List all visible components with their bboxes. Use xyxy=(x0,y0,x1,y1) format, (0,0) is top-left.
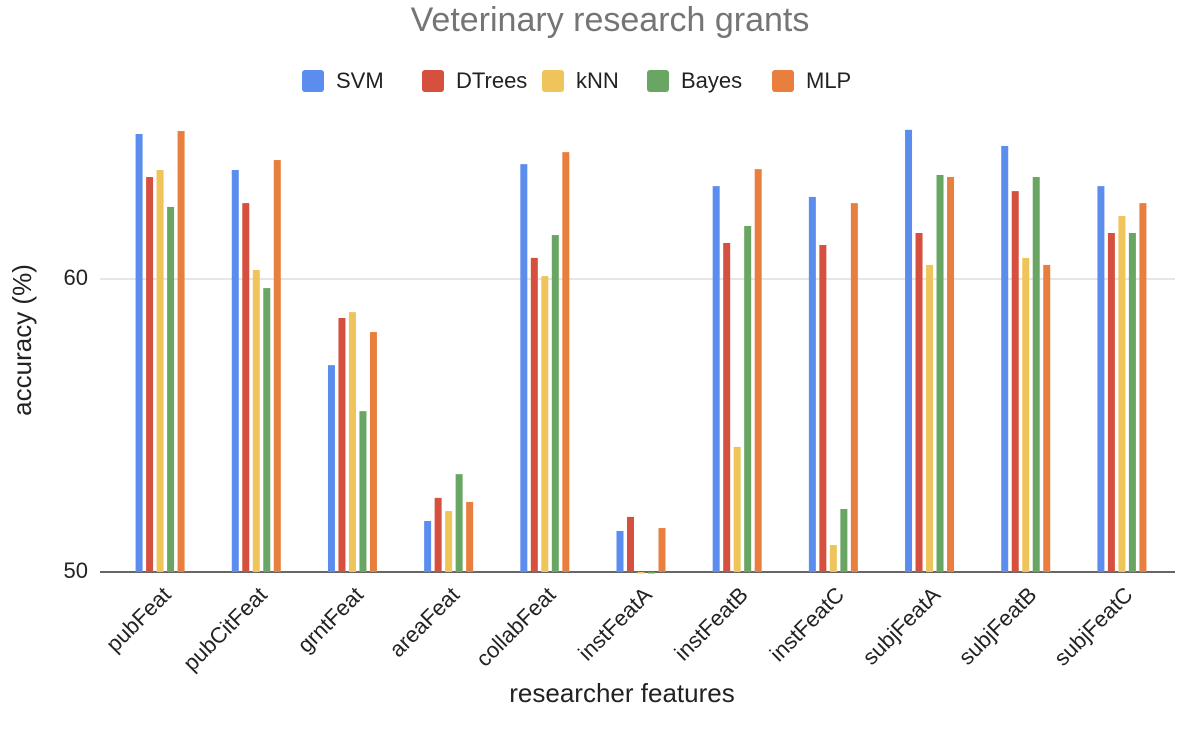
bar xyxy=(637,572,645,574)
bar xyxy=(712,186,720,572)
bar xyxy=(808,196,816,572)
bar xyxy=(167,206,175,572)
bar xyxy=(723,242,731,572)
x-tick-label: areaFeat xyxy=(384,582,464,662)
bar xyxy=(658,528,666,572)
x-tick-label: instFeatA xyxy=(573,582,657,666)
bar xyxy=(530,257,538,572)
bar xyxy=(562,152,570,573)
x-tick-label: instFeatB xyxy=(669,582,752,665)
x-tick-label: subjFeatB xyxy=(954,582,1042,670)
bar xyxy=(936,174,944,573)
x-tick-label: pubCitFeat xyxy=(178,582,272,676)
bar xyxy=(840,509,848,572)
bar xyxy=(947,177,955,572)
legend-label: kNN xyxy=(576,68,619,93)
bar xyxy=(369,332,377,572)
bar xyxy=(359,411,367,572)
legend-swatch xyxy=(302,70,324,92)
legend-swatch xyxy=(542,70,564,92)
bar xyxy=(434,497,442,572)
bar xyxy=(263,288,271,572)
bar xyxy=(231,170,239,572)
x-axis-title: researcher features xyxy=(509,678,734,708)
bar xyxy=(146,177,154,572)
bar xyxy=(829,545,837,572)
bar xyxy=(551,235,559,573)
bar xyxy=(466,501,474,572)
bar xyxy=(905,129,913,572)
y-axis-title: accuracy (%) xyxy=(7,264,37,416)
legend-label: DTrees xyxy=(456,68,527,93)
bar xyxy=(1107,232,1115,572)
legend-label: SVM xyxy=(336,68,384,93)
bar xyxy=(273,160,281,573)
x-tick-label: pubFeat xyxy=(101,582,176,657)
bar xyxy=(648,572,655,574)
bar xyxy=(1097,186,1105,572)
legend-label: Bayes xyxy=(681,68,742,93)
bar xyxy=(1128,232,1136,572)
bar xyxy=(744,225,752,573)
bar xyxy=(915,232,923,572)
x-tick-label: collabFeat xyxy=(471,582,560,671)
bar xyxy=(445,511,453,572)
legend-swatch xyxy=(422,70,444,92)
bar xyxy=(819,245,827,572)
bar xyxy=(156,170,164,572)
y-tick-label: 50 xyxy=(64,558,88,583)
bar xyxy=(1022,257,1030,572)
bar xyxy=(733,446,741,572)
chart-title: Veterinary research grants xyxy=(411,1,810,39)
bar xyxy=(850,203,858,572)
bar xyxy=(1032,177,1040,572)
bar xyxy=(627,516,634,572)
bar xyxy=(1011,191,1019,572)
legend-label: MLP xyxy=(806,68,851,93)
bar xyxy=(252,269,260,572)
x-tick-label: subjFeatC xyxy=(1049,582,1138,671)
bar xyxy=(348,312,356,572)
bar xyxy=(242,203,250,572)
bar xyxy=(926,264,934,572)
y-tick-label: 60 xyxy=(64,265,88,290)
bar xyxy=(1139,203,1147,572)
bar xyxy=(338,317,346,572)
bar xyxy=(1001,145,1009,572)
legend-swatch xyxy=(772,70,794,92)
legend-swatch xyxy=(647,70,669,92)
bar xyxy=(135,133,143,572)
bar xyxy=(327,365,335,572)
bar xyxy=(424,521,432,572)
bar xyxy=(1118,216,1126,572)
x-tick-label: subjFeatA xyxy=(857,582,945,670)
bar xyxy=(1043,264,1051,572)
x-tick-label: instFeatC xyxy=(765,582,849,666)
bar xyxy=(455,474,463,572)
bar xyxy=(541,276,549,572)
x-tick-label: grntFeat xyxy=(292,582,368,658)
bar xyxy=(177,131,185,572)
bar xyxy=(520,164,528,573)
bar xyxy=(616,530,624,572)
bar xyxy=(754,169,762,572)
